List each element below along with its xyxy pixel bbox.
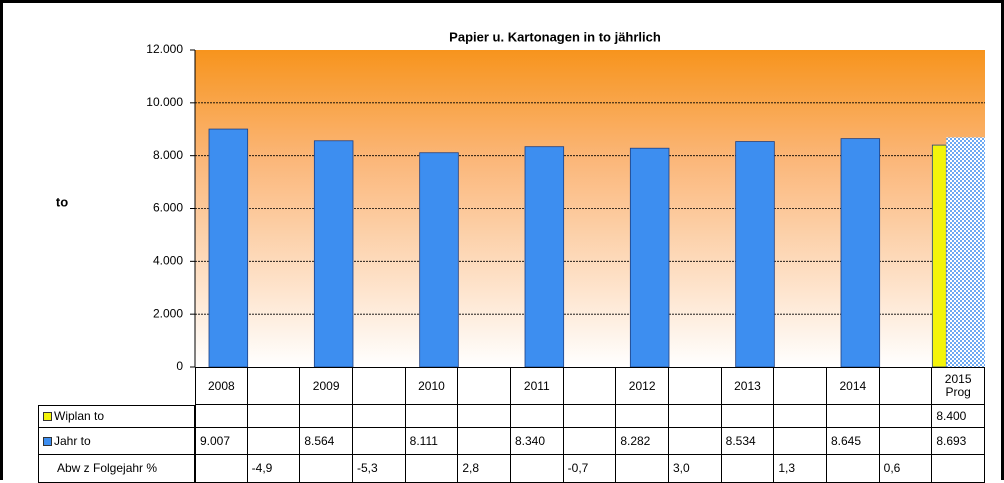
bar — [629, 147, 670, 368]
table-value: 8.111 — [405, 428, 459, 455]
table-value — [721, 455, 775, 483]
legend-entry: Jahr to — [38, 428, 195, 455]
bar — [946, 137, 985, 367]
x-tick-label — [458, 367, 511, 405]
table-value: 8.693 — [932, 428, 985, 455]
x-tick-label: 2013 — [721, 367, 775, 405]
table-value — [511, 405, 564, 428]
table-value — [616, 405, 669, 428]
table-value: 8.340 — [511, 428, 564, 455]
table-value: -5,3 — [353, 455, 406, 483]
table-value — [879, 405, 933, 428]
x-tick-label — [353, 367, 406, 405]
table-value — [932, 455, 985, 483]
table-value — [247, 405, 301, 428]
table-value — [511, 455, 564, 483]
legend-label: Jahr to — [54, 433, 91, 448]
y-tick-label: 10.000 — [146, 95, 183, 109]
y-tick-label: 0 — [176, 359, 183, 373]
table-value — [247, 428, 301, 455]
table-value: 1,3 — [774, 455, 827, 483]
table-value — [827, 405, 880, 428]
table-value — [405, 455, 459, 483]
y-tick-label: 12.000 — [146, 42, 183, 56]
table-value: 8.282 — [616, 428, 669, 455]
table-value — [774, 405, 827, 428]
table-value — [721, 405, 775, 428]
x-tick-label — [879, 367, 933, 405]
bar — [840, 138, 881, 368]
table-value: 8.534 — [721, 428, 775, 455]
table-value — [405, 405, 459, 428]
bar — [208, 128, 249, 368]
table-value — [879, 428, 933, 455]
table-value: 8.564 — [300, 428, 353, 455]
x-tick-label: 2014 — [827, 367, 880, 405]
legend-key — [43, 412, 52, 421]
x-tick-label — [774, 367, 827, 405]
legend-key — [43, 436, 52, 446]
chart-title: Papier u. Kartonagen in to jährlich — [449, 29, 661, 44]
table-value: 9.007 — [195, 428, 248, 455]
legend-label: Wiplan to — [54, 409, 105, 423]
table-value — [300, 405, 353, 428]
table-value — [458, 428, 511, 455]
bar — [735, 141, 775, 368]
table-value: 2,8 — [458, 455, 511, 483]
x-tick-label: 2008 — [195, 367, 248, 405]
table-value: -0,7 — [563, 455, 617, 483]
table-value — [669, 428, 722, 455]
table-value — [774, 428, 827, 455]
bar — [524, 146, 565, 368]
table-value — [563, 405, 617, 428]
y-tick-label: 8.000 — [153, 148, 183, 162]
table-value — [458, 405, 511, 428]
table-value: 0,6 — [879, 455, 933, 483]
table-value — [195, 455, 248, 483]
table-value — [563, 428, 617, 455]
x-tick-label: 2009 — [300, 367, 353, 405]
bar — [931, 144, 947, 368]
legend-label: Abw z Folgejahr % — [57, 461, 158, 475]
y-tick-label: 6.000 — [153, 201, 183, 215]
table-value — [669, 405, 722, 428]
table-value: 8.645 — [827, 428, 880, 455]
legend-entry: Wiplan to — [38, 405, 195, 428]
y-tick-label: 4.000 — [153, 254, 183, 268]
y-tick-label: 2.000 — [153, 306, 183, 320]
table-value — [300, 455, 353, 483]
table-value: 8.400 — [932, 405, 985, 428]
table-value — [827, 455, 880, 483]
x-tick-label — [669, 367, 722, 405]
table-value — [195, 405, 248, 428]
x-tick-label: 2010 — [405, 367, 459, 405]
bar — [313, 140, 354, 368]
x-tick-label — [563, 367, 617, 405]
bar — [419, 152, 459, 368]
table-value: -4,9 — [247, 455, 301, 483]
table-value — [353, 428, 406, 455]
x-tick-label: 2015 Prog — [932, 367, 985, 405]
x-tick-label — [247, 367, 301, 405]
y-axis-label: to — [56, 194, 68, 209]
table-value — [353, 405, 406, 428]
legend-entry: Abw z Folgejahr % — [38, 455, 195, 483]
x-tick-label: 2012 — [616, 367, 669, 405]
x-tick-label: 2011 — [511, 367, 564, 405]
table-value — [616, 455, 669, 483]
table-value: 3,0 — [669, 455, 722, 483]
